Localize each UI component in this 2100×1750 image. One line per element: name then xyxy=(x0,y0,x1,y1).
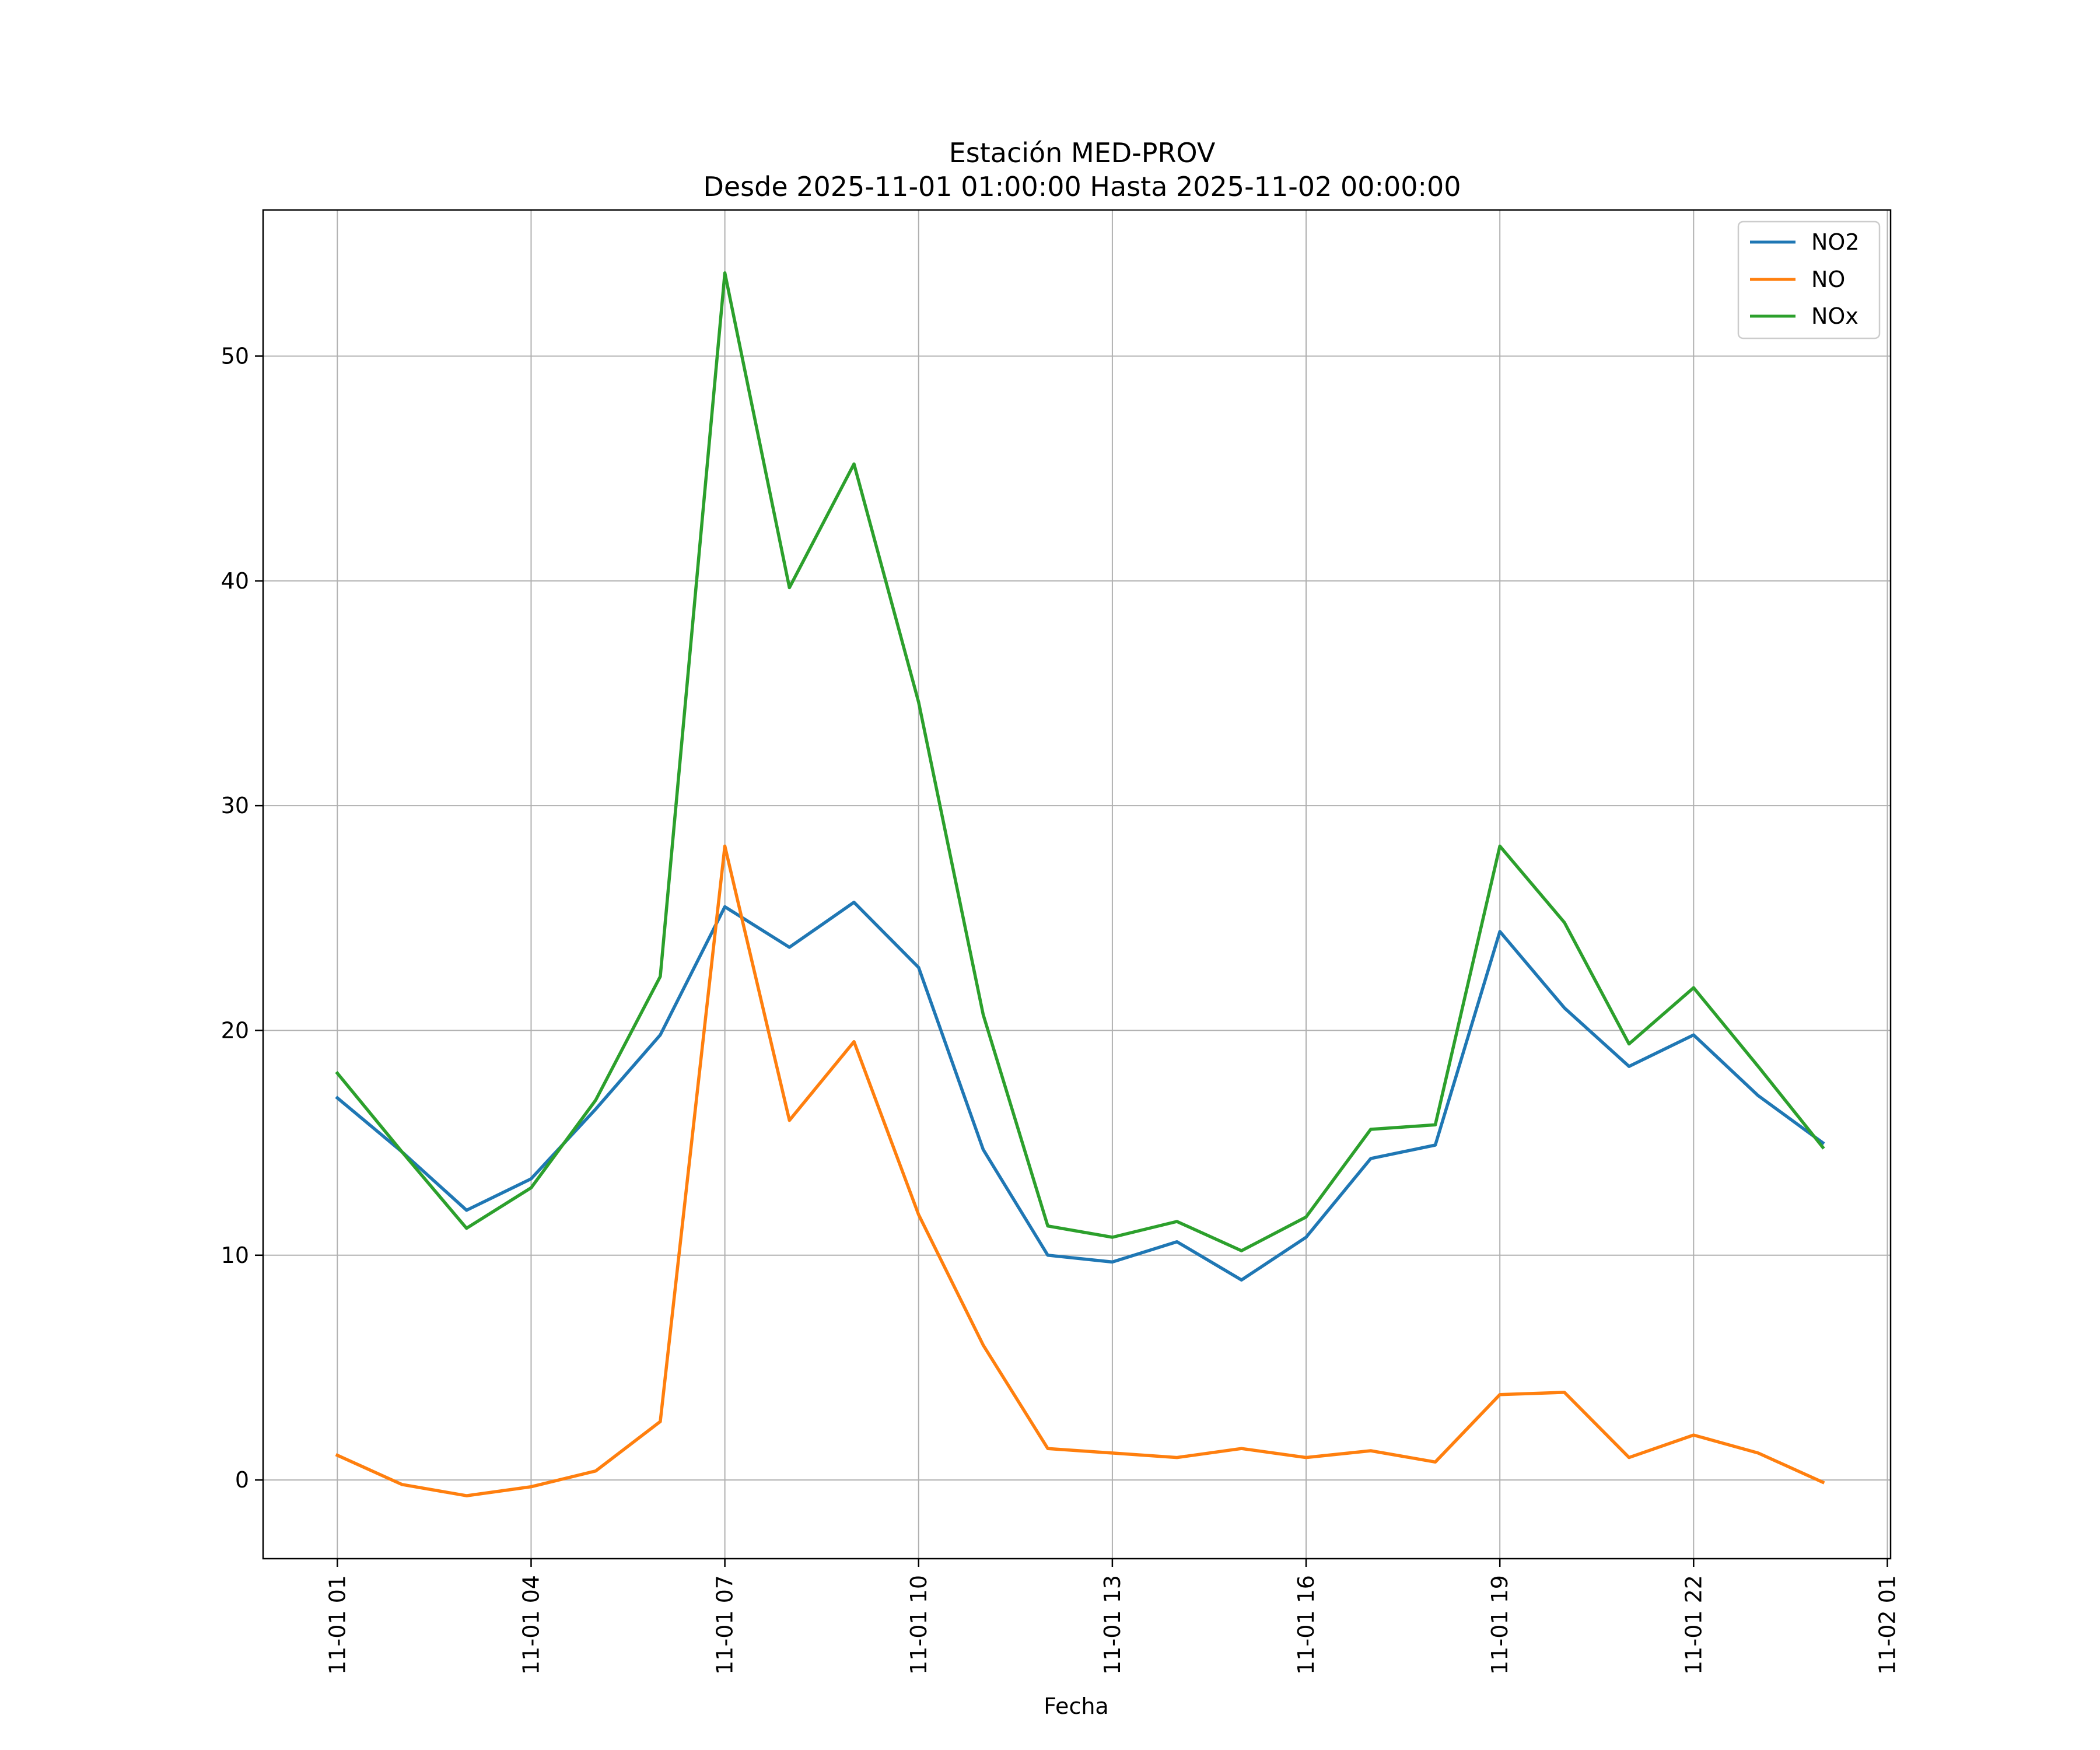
grid xyxy=(263,210,1891,1559)
x-tick-label: 11-01 19 xyxy=(1487,1575,1513,1675)
series-line-no xyxy=(335,844,1825,1497)
x-tick-label: 11-01 04 xyxy=(518,1575,544,1675)
x-tick-label: 11-01 13 xyxy=(1100,1575,1125,1675)
y-tick-label: 0 xyxy=(235,1467,249,1493)
y-tick-label: 30 xyxy=(221,793,249,818)
plot-area-frame xyxy=(262,209,1892,1560)
legend-label-nox: NOx xyxy=(1811,303,1859,329)
x-tick-label: 11-01 22 xyxy=(1681,1575,1706,1675)
x-tick-label: 11-01 10 xyxy=(906,1575,932,1675)
y-tick-label: 50 xyxy=(221,343,249,369)
series-line-nox xyxy=(335,271,1825,1252)
y-tick-label: 20 xyxy=(221,1017,249,1043)
chart-title: Estación MED-PROV xyxy=(949,137,1216,169)
x-tick-label: 11-02 01 xyxy=(1874,1575,1900,1675)
legend-label-no2: NO2 xyxy=(1811,229,1860,255)
x-axis-label: Fecha xyxy=(1044,1693,1108,1719)
series-line-no2 xyxy=(335,901,1825,1282)
legend-box xyxy=(1737,220,1881,340)
x-tick-label: 11-01 16 xyxy=(1293,1575,1319,1675)
chart-subtitle: Desde 2025-11-01 01:00:00 Hasta 2025-11-… xyxy=(703,171,1461,202)
series-lines xyxy=(335,271,1825,1497)
axis-ticks: 11-01 01 11-01 04 11-01 07 11-01 10 11-01 13… xyxy=(221,343,1901,1674)
legend: NO2 NO NOx xyxy=(1737,220,1881,340)
y-tick-label: 40 xyxy=(221,568,249,594)
x-tick-label: 11-01 01 xyxy=(324,1575,350,1675)
legend-label-no: NO xyxy=(1811,267,1845,292)
y-tick-label: 10 xyxy=(221,1242,249,1268)
x-tick-label: 11-01 07 xyxy=(712,1575,738,1675)
